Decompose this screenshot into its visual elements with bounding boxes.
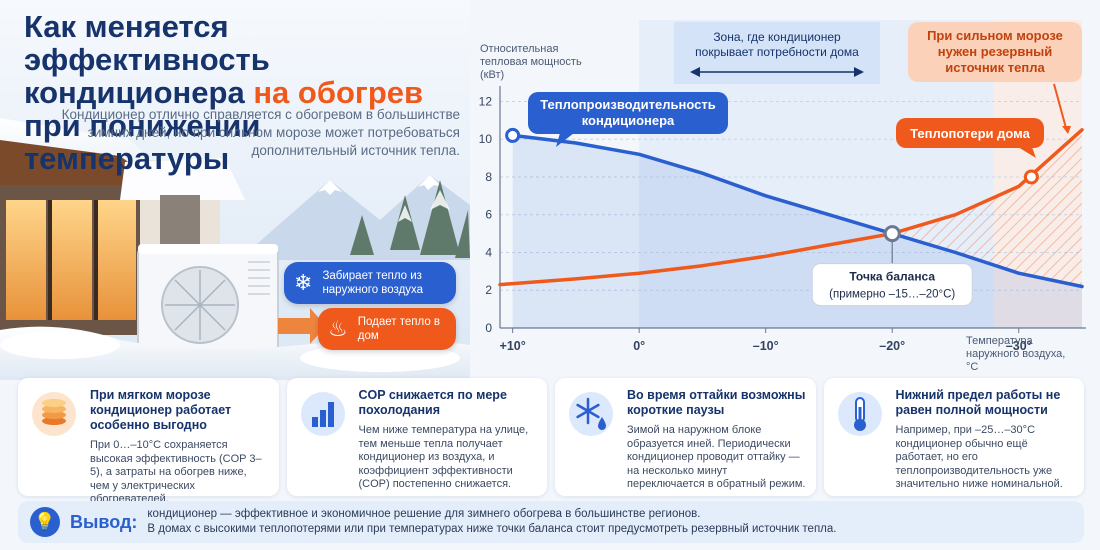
conclusion-line1: кондиционер — эффективное и экономичное … bbox=[147, 508, 701, 520]
x-tick-label: –20° bbox=[879, 339, 905, 353]
y-axis-label: Относительная тепловая мощность (кВт) bbox=[480, 43, 582, 81]
heat-loss-label: Теплопотери дома bbox=[910, 126, 1030, 141]
heating-capacity-chart: 0 2 4 6 8 10 12 +10° 0° –10° –20° –30° Относительная… bbox=[479, 20, 1086, 373]
balance-callout bbox=[811, 263, 973, 307]
outdoor-heat-chip: ❄ Забирает тепло из наружного воздуха bbox=[284, 262, 456, 304]
card-title: Во время оттайки возможны короткие паузы bbox=[627, 388, 806, 417]
zone-label-box bbox=[674, 22, 880, 84]
card-text: Например, при –25…–30°C кондиционер обыч… bbox=[895, 424, 1063, 490]
zone-arrow-right bbox=[854, 67, 864, 77]
y-tick-label: 2 bbox=[485, 283, 492, 297]
page-subtitle: Кондиционер отлично справляется с обогре… bbox=[61, 107, 460, 158]
indoor-heat-chip: ♨ Подает тепло в дом bbox=[318, 308, 456, 350]
heat-waves-icon: ♨ bbox=[328, 316, 348, 341]
zone-label: Зона, где кондиционер покрывает потребнос… bbox=[695, 30, 859, 59]
conclusion-line2: В домах с высокими теплопотерями или при… bbox=[147, 523, 837, 535]
balance-point-marker bbox=[883, 225, 901, 243]
conclusion-label: Вывод: bbox=[70, 511, 138, 532]
balance-subtitle: (примерно –15…–20°C) bbox=[829, 289, 955, 301]
series-line-heat-loss bbox=[498, 128, 1084, 287]
x-tick-label: 0° bbox=[633, 339, 645, 353]
thermometer-icon bbox=[834, 388, 886, 440]
y-tick-label: 8 bbox=[485, 170, 492, 184]
capacity-label-pointer bbox=[556, 133, 574, 147]
y-tick-label: 10 bbox=[479, 132, 493, 146]
cold-label-box bbox=[908, 22, 1082, 82]
y-tick-label: 6 bbox=[485, 208, 492, 222]
card-lower-limit: Нижний предел работы не равен полной мощ… bbox=[823, 378, 1084, 496]
heat-loss-label-pointer bbox=[1018, 147, 1036, 158]
cold-label-arrow bbox=[1062, 126, 1071, 134]
coins-icon bbox=[28, 388, 80, 440]
bar-chart-icon bbox=[297, 388, 349, 440]
title-accent: на обогрев bbox=[253, 75, 424, 110]
winter-house-illustration: Как меняется эффективность кондиционера … bbox=[0, 0, 470, 380]
card-text: При 0…–10°C сохраняется высокая эффектив… bbox=[90, 439, 262, 505]
indoor-heat-label: Подает тепло в дом bbox=[357, 316, 441, 342]
heat-loss-marker bbox=[1023, 169, 1039, 185]
zone-arrow-left bbox=[690, 67, 700, 77]
x-tick-label: +10° bbox=[500, 339, 526, 353]
outdoor-heat-label: Забирает тепло из наружного воздуха bbox=[322, 270, 424, 296]
house-scene-image bbox=[0, 0, 470, 380]
cold-label-leader bbox=[1053, 83, 1067, 129]
y-tick-label: 0 bbox=[485, 321, 492, 335]
card-title: Нижний предел работы не равен полной мощ… bbox=[895, 388, 1061, 417]
x-axis-label: Температура наружного воздуха, °C bbox=[966, 335, 1065, 373]
heat-loss-label-box bbox=[896, 118, 1044, 148]
card-text: Чем ниже температура на улице, тем меньш… bbox=[358, 424, 529, 490]
card-defrost: Во время оттайки возможны короткие паузы… bbox=[555, 378, 816, 496]
info-cards: При мягком морозе кондиционер работает о… bbox=[18, 378, 1084, 505]
card-title: COP снижается по мере похолодания bbox=[358, 388, 507, 417]
conclusion-text: кондиционер — эффективное и экономичное … bbox=[147, 507, 836, 537]
capacity-start-marker bbox=[505, 127, 521, 143]
conclusion-banner: 💡 Вывод: кондиционер — эффективное и эко… bbox=[18, 501, 1084, 543]
x-tick-label: –30° bbox=[1006, 339, 1032, 353]
card-text: Зимой на наружном блоке образуется иней.… bbox=[627, 424, 806, 490]
snowflake-icon: ❄ bbox=[294, 270, 313, 295]
y-tick-label: 4 bbox=[485, 245, 492, 259]
capacity-label-box bbox=[528, 92, 728, 134]
card-title: При мягком морозе кондиционер работает о… bbox=[90, 388, 232, 432]
snowflake-drop-icon bbox=[565, 388, 617, 440]
cold-label: При сильном морозе нужен резервный источни… bbox=[927, 28, 1063, 75]
series-line-capacity bbox=[510, 133, 1084, 289]
x-tick-label: –10° bbox=[753, 339, 779, 353]
y-tick-label: 12 bbox=[479, 94, 493, 108]
card-cop-decrease: COP снижается по мере похолодания Чем ни… bbox=[286, 378, 547, 496]
page-title: Как меняется эффективность кондиционера … bbox=[24, 9, 424, 176]
lightbulb-icon: 💡 bbox=[30, 507, 60, 537]
capacity-label: Теплопроизводительность кондиционера bbox=[540, 97, 715, 128]
card-mild-frost: При мягком морозе кондиционер работает о… bbox=[18, 378, 279, 505]
balance-title: Точка баланса bbox=[849, 270, 935, 284]
